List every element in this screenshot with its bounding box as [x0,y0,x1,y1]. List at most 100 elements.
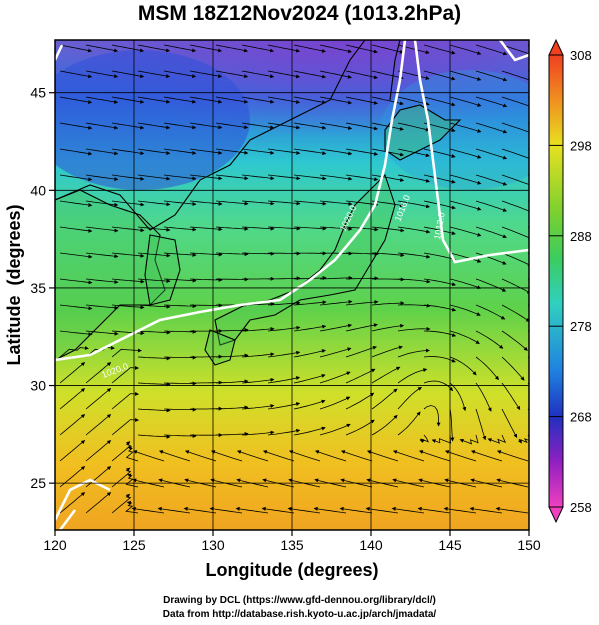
streamline [501,174,529,187]
streamline [397,174,430,183]
isobars [55,40,529,530]
streamline [475,304,506,320]
streamline [475,408,487,441]
streamline [85,252,119,259]
streamline [189,122,223,130]
streamline [241,430,275,436]
streamline [163,200,197,206]
streamline [501,356,525,381]
streamline [241,404,275,410]
streamline [287,506,321,514]
streamline [319,70,352,79]
streamline [163,70,197,78]
streamline [267,70,301,79]
colorbar-tick-label: 268 [570,410,592,425]
streamline [85,174,119,181]
streamline [501,70,529,82]
streamline [371,96,404,106]
streamline [397,148,430,158]
streamline [241,148,275,155]
streamline [319,323,353,332]
streamline [288,450,321,462]
y-tick-label: 45 [30,85,46,101]
streamline [501,382,521,411]
lat-lon-grid [55,40,529,530]
streamline [163,96,197,104]
streamline [449,96,482,107]
streamline [215,328,249,333]
map-title: MSM 18Z12Nov2024 (1013.2hPa) [137,2,462,25]
streamline [59,304,93,311]
streamline [189,174,223,181]
streamline [345,368,376,384]
streamline [397,348,430,358]
streamline [371,122,404,131]
streamline [475,382,492,412]
streamline [371,252,405,258]
streamline [215,122,249,130]
streamline [319,275,353,280]
streamline [111,493,132,514]
streamline [267,350,301,358]
streamline [215,252,249,257]
streamline [397,278,431,284]
colorbar-tick-label: 278 [570,319,592,334]
streamline [319,396,351,410]
streamline [183,506,217,514]
streamline [319,226,353,231]
streamline [163,226,197,232]
streamline [345,44,378,54]
streamline [487,434,507,444]
streamline [137,96,171,104]
streamline [163,329,197,334]
streamline [241,251,275,256]
streamline [215,226,249,231]
streamline [137,148,171,155]
streamline [111,278,145,284]
streamline [85,44,119,53]
streamline [59,226,93,233]
streamline [371,323,405,332]
x-tick-label: 130 [201,537,225,553]
streamline [267,200,301,206]
streamline [137,44,171,53]
streamline [189,96,223,104]
streamline [59,70,93,79]
streamline [241,96,275,104]
streamline [111,148,145,156]
streamline [241,174,275,181]
streamline [137,304,171,309]
streamline [319,299,353,306]
streamline [59,466,86,488]
streamline [527,356,529,359]
streamline [293,300,327,306]
streamline [314,450,347,462]
streamline [475,122,508,134]
streamline [59,44,93,53]
streamline [527,408,529,412]
colorbar-tick-label: 288 [570,229,592,244]
streamline [293,44,326,53]
streamline [501,330,528,351]
streamline [235,506,269,514]
streamline [371,200,405,208]
streamline [475,96,508,108]
x-axis-label: Longitude (degrees) [205,560,378,580]
streamline [85,122,119,130]
streamline [267,376,301,384]
streamline [501,148,529,161]
streamline [85,492,112,514]
streamline [215,431,249,436]
isobar-label: 1012.0 [432,211,447,240]
streamline [111,174,145,181]
streamline [371,414,398,436]
streamline [501,278,529,294]
streamline [85,466,112,488]
streamline [319,174,353,181]
streamline [215,96,249,104]
streamline [137,434,171,439]
streamline [163,355,197,360]
streamline [215,405,249,410]
streamline [137,278,171,284]
streamline [137,252,171,258]
